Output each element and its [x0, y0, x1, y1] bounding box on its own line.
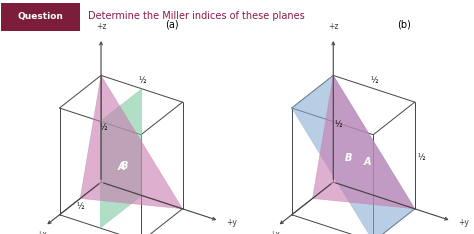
Polygon shape: [292, 75, 415, 234]
Text: +y: +y: [459, 218, 470, 227]
Text: ½: ½: [76, 202, 84, 212]
Text: ½: ½: [100, 123, 107, 132]
Text: ½: ½: [418, 153, 425, 162]
Polygon shape: [100, 89, 142, 228]
Text: ½: ½: [370, 76, 378, 85]
Text: Determine the Miller indices of these planes: Determine the Miller indices of these pl…: [88, 11, 304, 21]
Text: +x: +x: [269, 230, 280, 234]
Polygon shape: [80, 75, 182, 209]
Text: +z: +z: [96, 22, 106, 31]
FancyBboxPatch shape: [1, 3, 80, 31]
Text: +x: +x: [36, 230, 47, 234]
Text: A: A: [363, 157, 371, 167]
Text: +z: +z: [328, 22, 338, 31]
Polygon shape: [312, 75, 415, 209]
Text: Question: Question: [18, 12, 64, 21]
Text: (a): (a): [165, 20, 179, 29]
Text: (b): (b): [398, 20, 411, 29]
Text: A: A: [117, 162, 125, 172]
Text: ½: ½: [335, 120, 342, 129]
Text: ½: ½: [138, 76, 146, 85]
Text: B: B: [345, 153, 352, 163]
Text: B: B: [121, 161, 128, 171]
Text: +y: +y: [227, 218, 237, 227]
